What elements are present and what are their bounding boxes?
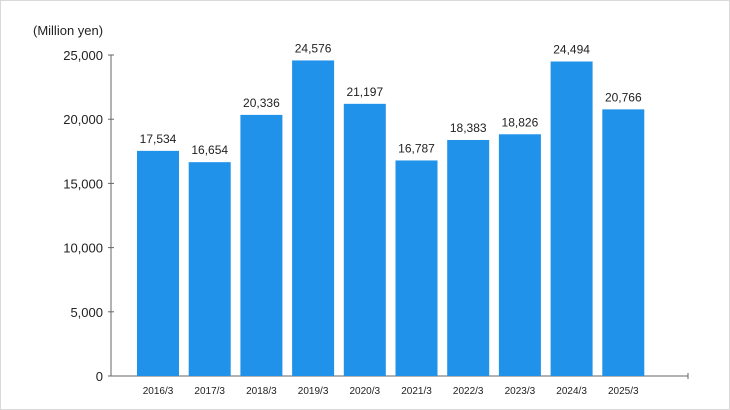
x-tick-label: 2016/3: [143, 386, 174, 397]
bar-value-label: 18,826: [502, 115, 539, 129]
y-tick-label: 10,000: [63, 241, 103, 256]
bar-value-label: 20,766: [605, 90, 642, 104]
bar-2020-3: [343, 103, 386, 377]
bar-2024-3: [550, 61, 593, 376]
x-tick-label: 2022/3: [453, 386, 484, 397]
y-axis-unit-label: (Million yen): [33, 23, 104, 38]
bar-2017-3: [188, 162, 231, 376]
bar-value-label: 24,494: [553, 42, 590, 56]
x-tick-label: 2020/3: [350, 386, 381, 397]
x-tick-label: 2021/3: [401, 386, 432, 397]
bar-2025-3: [602, 109, 645, 376]
y-tick-label: 20,000: [63, 112, 103, 127]
y-tick-label: 15,000: [63, 176, 103, 191]
y-tick-label: 25,000: [63, 48, 103, 63]
bar-value-label: 18,383: [450, 121, 487, 135]
x-tick-label: 2024/3: [556, 386, 587, 397]
bar-2016-3: [137, 150, 179, 376]
x-tick-label: 2018/3: [246, 386, 277, 397]
bar-value-label: 17,534: [140, 132, 177, 146]
bar-2021-3: [395, 160, 438, 376]
x-tick-label: 2019/3: [298, 386, 329, 397]
bar-2023-3: [498, 134, 541, 376]
bar-2018-3: [240, 114, 283, 377]
x-tick-label: 2023/3: [505, 386, 536, 397]
y-tick-label: 5,000: [70, 305, 103, 320]
bar-2022-3: [447, 139, 490, 376]
bar-value-label: 24,576: [295, 41, 332, 55]
x-tick-label: 2025/3: [608, 386, 639, 397]
y-tick-label: 0: [96, 369, 103, 384]
bar-value-label: 16,787: [398, 141, 435, 155]
bar-value-label: 20,336: [243, 96, 280, 110]
bar-value-label: 16,654: [191, 143, 228, 157]
x-tick-label: 2017/3: [194, 386, 225, 397]
bar-2019-3: [292, 60, 335, 377]
bar-value-label: 21,197: [346, 85, 383, 99]
